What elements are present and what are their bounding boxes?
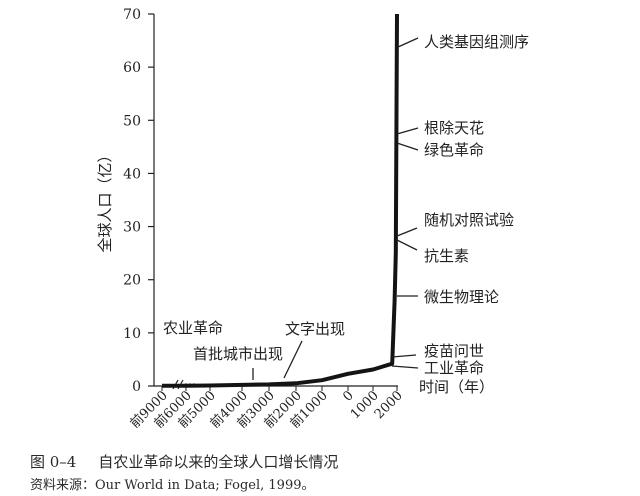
x-tick-label: 0 xyxy=(340,388,356,404)
y-tick-label: 30 xyxy=(123,220,141,236)
y-axis-label: 全球人口（亿） xyxy=(96,147,114,252)
x-tick-label: 2000 xyxy=(372,388,406,422)
annotation-label: 绿色革命 xyxy=(424,141,484,159)
annotation-label: 工业革命 xyxy=(424,359,484,377)
annotation-leader xyxy=(397,37,419,48)
annotation-label: 人类基因组测序 xyxy=(424,33,529,51)
y-tick-label: 60 xyxy=(123,60,141,76)
annotation-leader xyxy=(396,227,418,237)
x-axis-label: 时间（年） xyxy=(419,378,494,396)
annotation-label: 随机对照试验 xyxy=(424,211,514,229)
figure-title: 自农业革命以来的全球人口增长情况 xyxy=(98,453,339,471)
annotation-label: 疫苗问世 xyxy=(424,342,484,360)
figure-caption: 图 0–4 自农业革命以来的全球人口增长情况 xyxy=(30,451,338,472)
annotation-label: 文字出现 xyxy=(285,320,345,338)
annotation-leader xyxy=(396,127,419,135)
y-tick-label: 50 xyxy=(123,113,141,129)
annotation-label: 农业革命 xyxy=(163,319,223,337)
annotation-leader xyxy=(283,340,303,379)
annotation-label: 微生物理论 xyxy=(424,288,499,306)
y-tick-label: 20 xyxy=(123,273,141,289)
annotation-label: 抗生素 xyxy=(424,247,469,265)
annotation-leader xyxy=(396,142,419,151)
source-note: 资料来源：Our World in Data; Fogel, 1999。 xyxy=(30,478,315,493)
y-tick-label: 40 xyxy=(123,166,141,182)
y-tick-label: 70 xyxy=(123,7,141,23)
y-tick-label: 0 xyxy=(132,379,141,395)
y-tick-label: 10 xyxy=(123,326,141,342)
annotation-label: 首批城市出现 xyxy=(193,345,283,363)
population-line xyxy=(161,13,399,388)
annotation-leader xyxy=(391,354,417,358)
annotation-leader xyxy=(396,239,418,251)
figure-number: 图 0–4 xyxy=(30,453,77,471)
annotation-leader xyxy=(391,365,419,369)
annotation-label: 根除天花 xyxy=(424,119,484,137)
